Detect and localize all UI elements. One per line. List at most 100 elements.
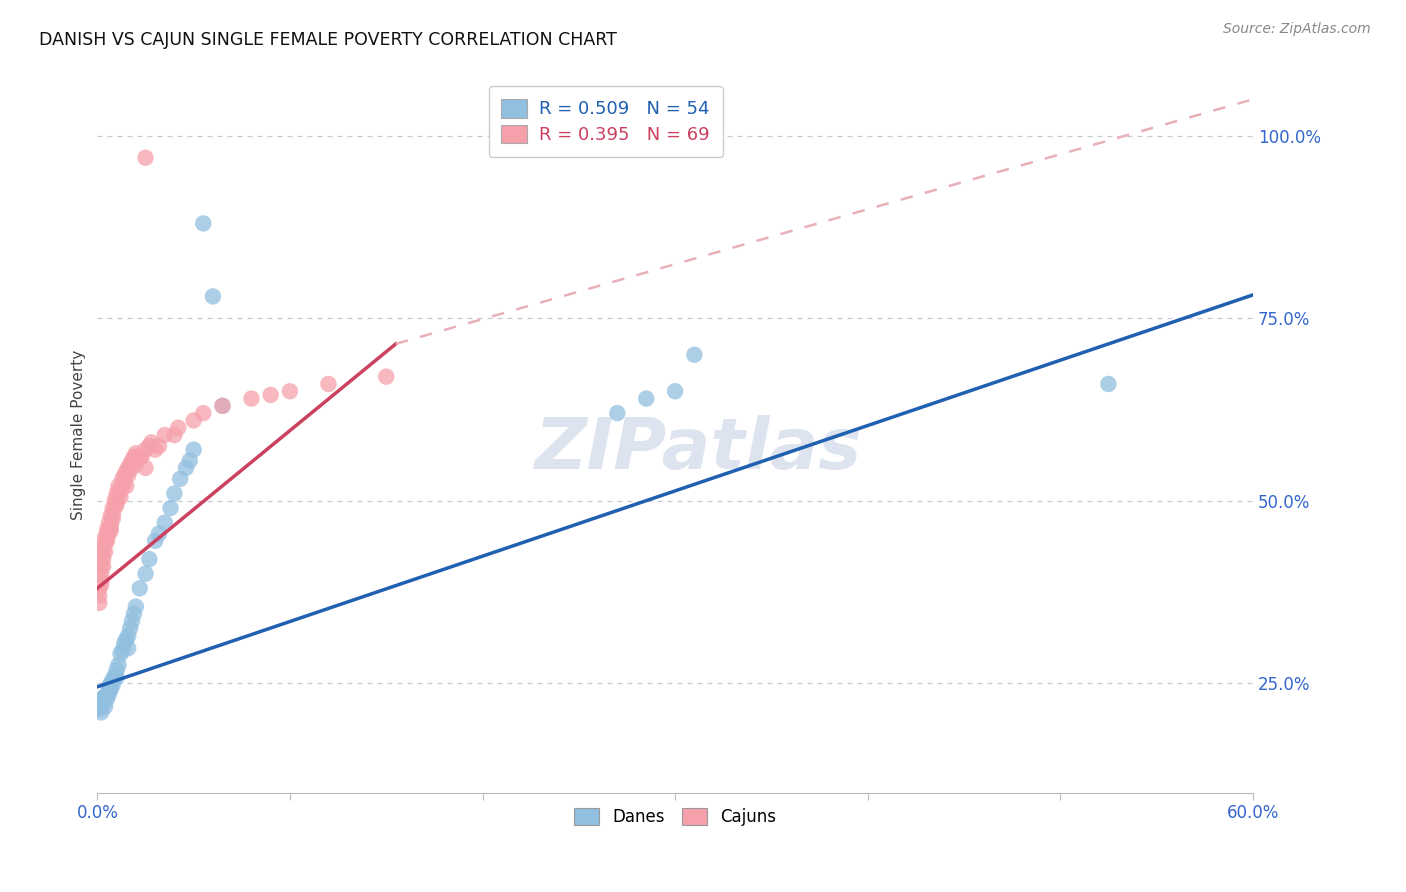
Point — [90, 577, 112, 591]
Point — [664, 384, 686, 399]
Point — [143, 533, 166, 548]
Point — [183, 442, 205, 457]
Point — [89, 589, 111, 603]
Point — [112, 475, 135, 490]
Point — [138, 552, 160, 566]
Point — [110, 647, 132, 661]
Point — [101, 512, 124, 526]
Point — [104, 493, 127, 508]
Point — [120, 457, 142, 471]
Point — [94, 545, 117, 559]
Point — [115, 632, 138, 647]
Point — [90, 566, 112, 581]
Point — [153, 516, 176, 530]
Point — [97, 516, 120, 530]
Point — [131, 450, 153, 464]
Point — [97, 683, 120, 698]
Point — [111, 643, 134, 657]
Point — [115, 465, 138, 479]
Point — [105, 663, 128, 677]
Point — [101, 678, 124, 692]
Point — [117, 468, 139, 483]
Point — [121, 453, 143, 467]
Point — [105, 486, 128, 500]
Point — [163, 428, 186, 442]
Point — [121, 614, 143, 628]
Point — [169, 472, 191, 486]
Point — [89, 596, 111, 610]
Point — [89, 699, 111, 714]
Point — [125, 446, 148, 460]
Point — [101, 508, 124, 523]
Text: DANISH VS CAJUN SINGLE FEMALE POVERTY CORRELATION CHART: DANISH VS CAJUN SINGLE FEMALE POVERTY CO… — [39, 31, 617, 49]
Point — [100, 681, 122, 696]
Point — [606, 406, 628, 420]
Point — [115, 479, 138, 493]
Point — [163, 486, 186, 500]
Point — [134, 151, 156, 165]
Point — [91, 537, 114, 551]
Point — [110, 483, 132, 497]
Point — [148, 526, 170, 541]
Point — [101, 501, 124, 516]
Point — [138, 439, 160, 453]
Point — [1097, 376, 1119, 391]
Point — [96, 530, 118, 544]
Point — [167, 421, 190, 435]
Point — [201, 289, 224, 303]
Point — [101, 673, 124, 687]
Point — [683, 348, 706, 362]
Text: ZIPatlas: ZIPatlas — [534, 415, 862, 483]
Point — [97, 687, 120, 701]
Point — [211, 399, 233, 413]
Point — [117, 461, 139, 475]
Point — [128, 450, 150, 464]
Point — [134, 442, 156, 457]
Point — [94, 537, 117, 551]
Point — [111, 472, 134, 486]
Point — [94, 690, 117, 704]
Point — [143, 442, 166, 457]
Point — [122, 450, 145, 464]
Point — [318, 376, 340, 391]
Point — [107, 486, 129, 500]
Point — [91, 545, 114, 559]
Point — [153, 428, 176, 442]
Point — [100, 676, 122, 690]
Point — [110, 490, 132, 504]
Point — [105, 497, 128, 511]
Point — [120, 622, 142, 636]
Point — [112, 468, 135, 483]
Point — [111, 479, 134, 493]
Point — [104, 669, 127, 683]
Point — [193, 406, 215, 420]
Point — [112, 636, 135, 650]
Point — [211, 399, 233, 413]
Point — [89, 582, 111, 596]
Point — [89, 702, 111, 716]
Point — [94, 530, 117, 544]
Point — [107, 657, 129, 672]
Point — [90, 706, 112, 720]
Point — [134, 566, 156, 581]
Point — [91, 690, 114, 705]
Point — [91, 694, 114, 708]
Legend: Danes, Cajuns: Danes, Cajuns — [565, 799, 785, 834]
Point — [90, 698, 112, 712]
Point — [193, 216, 215, 230]
Point — [278, 384, 301, 399]
Point — [96, 533, 118, 548]
Point — [105, 493, 128, 508]
Point — [100, 519, 122, 533]
Point — [96, 687, 118, 701]
Point — [97, 526, 120, 541]
Point — [260, 388, 283, 402]
Point — [90, 559, 112, 574]
Point — [91, 552, 114, 566]
Point — [97, 680, 120, 694]
Point — [107, 479, 129, 493]
Point — [159, 501, 181, 516]
Point — [122, 607, 145, 621]
Point — [91, 559, 114, 574]
Point — [141, 435, 163, 450]
